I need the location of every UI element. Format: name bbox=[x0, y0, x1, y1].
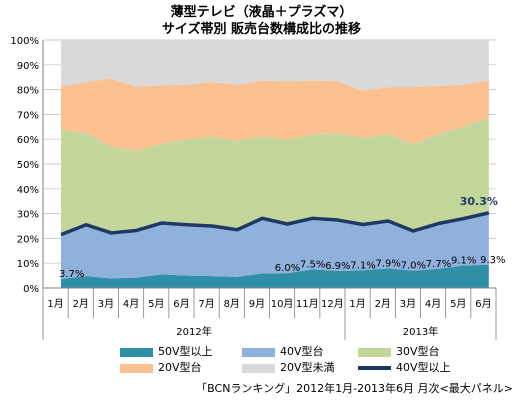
area-series-2 bbox=[61, 117, 489, 235]
x-tick-label: 2月 bbox=[73, 298, 89, 310]
x-tick-label: 9月 bbox=[249, 298, 265, 310]
legend-swatch-50v-plus bbox=[120, 347, 153, 357]
legend-item-20-under: 20V型未満 bbox=[242, 362, 335, 374]
x-tick-label: 3月 bbox=[400, 298, 416, 310]
y-tick-label: 10% bbox=[17, 259, 39, 270]
legend-item-40s: 40V型台 bbox=[242, 346, 324, 358]
data-label-40v-plus-end: 30.3% bbox=[460, 195, 498, 208]
x-tick-label: 8月 bbox=[224, 298, 240, 310]
legend-swatch-40s bbox=[242, 347, 275, 357]
y-tick-label: 30% bbox=[17, 210, 39, 221]
source-note: 「BCNランキング」2012年1月-2013年6月 月次<最大パネル> bbox=[196, 382, 513, 395]
year-group-label: 2012年 bbox=[176, 325, 211, 338]
x-tick-label: 5月 bbox=[450, 298, 466, 310]
x-tick-label: 10月 bbox=[271, 298, 294, 310]
legend-swatch-20s bbox=[120, 363, 153, 373]
legend-item-30s: 30V型台 bbox=[358, 346, 440, 358]
area-series-1 bbox=[61, 212, 489, 279]
y-tick-label: 60% bbox=[17, 135, 39, 146]
legend-label-40v-plus-line: 40V型以上 bbox=[396, 361, 451, 374]
legend-label-30s: 30V型台 bbox=[396, 345, 440, 358]
data-label-50v-plus: 7.7% bbox=[426, 259, 451, 270]
y-tick-label: 50% bbox=[17, 160, 39, 171]
x-tick-label: 12月 bbox=[321, 298, 344, 310]
x-tick-label: 1月 bbox=[47, 298, 63, 310]
legend-label-20s: 20V型台 bbox=[158, 361, 202, 374]
legend-item-50v-plus: 50V型以上 bbox=[120, 346, 213, 358]
x-tick-label: 5月 bbox=[148, 298, 164, 310]
y-tick-label: 40% bbox=[17, 185, 39, 196]
data-label-50v-plus: 3.7% bbox=[59, 269, 84, 280]
area-series-3 bbox=[61, 78, 489, 152]
x-tick-label: 6月 bbox=[475, 298, 491, 310]
x-tick-label: 2月 bbox=[375, 298, 391, 310]
line-series-40v-plus bbox=[60, 211, 490, 237]
x-tick-label: 1月 bbox=[349, 298, 365, 310]
legend-swatch-30s bbox=[358, 347, 391, 357]
data-label-50v-plus: 7.1% bbox=[350, 260, 375, 271]
data-label-50v-plus: 9.3% bbox=[480, 255, 505, 266]
y-tick-label: 80% bbox=[17, 86, 39, 97]
legend-item-20s: 20V型台 bbox=[120, 362, 202, 374]
year-group-label: 2013年 bbox=[403, 325, 438, 338]
legend-item-40v-plus-line: 40V型以上 bbox=[358, 362, 451, 374]
data-label-50v-plus: 7.5% bbox=[300, 259, 325, 270]
x-tick-label: 7月 bbox=[198, 298, 214, 310]
x-tick-label: 11月 bbox=[296, 298, 319, 310]
legend-swatch-20-under bbox=[242, 363, 275, 373]
data-label-50v-plus: 9.1% bbox=[451, 255, 476, 266]
x-tick-label: 6月 bbox=[173, 298, 189, 310]
y-tick-label: 20% bbox=[17, 234, 39, 245]
y-tick-label: 100% bbox=[10, 36, 39, 47]
data-label-50v-plus: 7.9% bbox=[375, 258, 400, 269]
x-tick-label: 4月 bbox=[123, 298, 139, 310]
data-label-50v-plus: 6.0% bbox=[275, 263, 300, 274]
y-tick-label: 90% bbox=[17, 61, 39, 72]
legend-swatch-40v-plus-line bbox=[358, 366, 391, 370]
legend-label-40s: 40V型台 bbox=[280, 345, 324, 358]
area-series-4 bbox=[61, 40, 489, 91]
data-label-50v-plus: 7.0% bbox=[401, 261, 426, 272]
data-label-50v-plus: 6.9% bbox=[325, 261, 350, 272]
area-series-0 bbox=[61, 264, 489, 288]
x-tick-label: 3月 bbox=[98, 298, 114, 310]
legend-label-50v-plus: 50V型以上 bbox=[158, 345, 213, 358]
legend-label-20-under: 20V型未満 bbox=[280, 361, 335, 374]
chart-title-line1: 薄型テレビ（液晶＋プラズマ） bbox=[170, 5, 353, 20]
y-tick-label: 70% bbox=[17, 110, 39, 121]
chart-title-line2: サイズ帯別 販売台数構成比の推移 bbox=[161, 22, 362, 37]
y-tick-label: 0% bbox=[23, 284, 39, 295]
x-tick-label: 4月 bbox=[425, 298, 441, 310]
